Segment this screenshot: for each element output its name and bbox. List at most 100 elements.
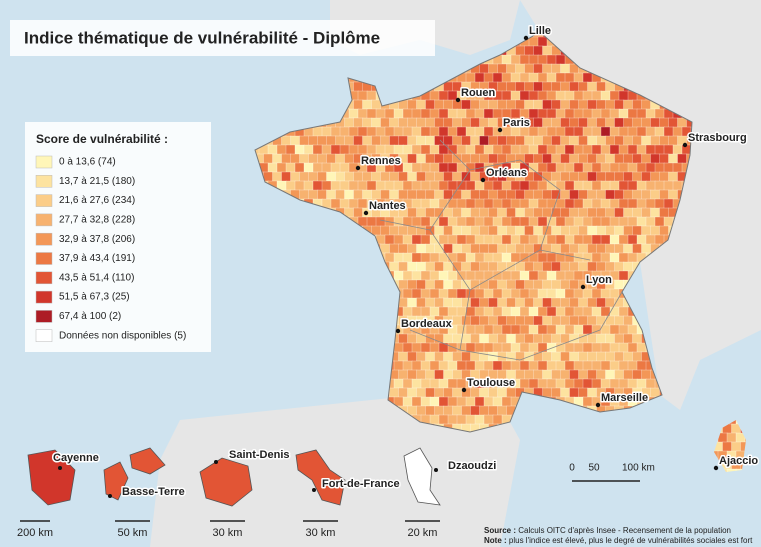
commune-cell (488, 117, 499, 128)
commune-cell (456, 288, 467, 299)
commune-cell (438, 108, 449, 119)
commune-cell (537, 378, 548, 389)
commune-cell (429, 414, 440, 425)
commune-cell (537, 252, 548, 263)
commune-cell (393, 252, 404, 263)
commune-cell (650, 207, 661, 218)
commune-cell (470, 243, 481, 254)
commune-cell (537, 288, 548, 299)
commune-cell (420, 288, 431, 299)
commune-cell (555, 378, 566, 389)
commune-cell (344, 189, 355, 200)
commune-cell (542, 189, 553, 200)
commune-cell (578, 153, 589, 164)
commune-cell (627, 216, 638, 227)
commune-cell (542, 387, 553, 398)
commune-cell (537, 72, 548, 83)
commune-cell (488, 189, 499, 200)
commune-cell (348, 198, 359, 209)
commune-cell (555, 108, 566, 119)
commune-cell (546, 360, 557, 371)
commune-cell (609, 252, 620, 263)
commune-cell (474, 288, 485, 299)
commune-cell (614, 369, 625, 380)
commune-cell (303, 162, 314, 173)
city-dot (461, 387, 467, 393)
commune-cell (420, 306, 431, 317)
legend-label: 13,7 à 21,5 (180) (59, 176, 135, 187)
commune-cell (443, 333, 454, 344)
commune-cell (321, 126, 332, 137)
commune-cell (650, 153, 661, 164)
commune-cell (672, 144, 683, 155)
commune-cell (506, 63, 517, 74)
commune-cell (402, 180, 413, 191)
commune-cell (488, 207, 499, 218)
commune-cell (605, 243, 616, 254)
commune-cell (483, 342, 494, 353)
commune-cell (542, 279, 553, 290)
commune-cell (600, 90, 611, 101)
commune-cell (465, 126, 476, 137)
city-label: Nantes (369, 200, 406, 212)
commune-cell (438, 396, 449, 407)
commune-cell (605, 333, 616, 344)
commune-cell (384, 108, 395, 119)
commune-cell (564, 234, 575, 245)
legend-swatch (35, 310, 53, 323)
commune-cell (614, 351, 625, 362)
commune-cell (312, 126, 323, 137)
commune-cell (321, 144, 332, 155)
commune-cell (600, 234, 611, 245)
commune-cell (587, 387, 598, 398)
legend-label: 51,5 à 67,3 (25) (59, 292, 130, 303)
commune-cell (366, 90, 377, 101)
commune-cell (636, 108, 647, 119)
commune-cell (641, 243, 652, 254)
commune-cell (420, 378, 431, 389)
commune-cell (555, 180, 566, 191)
commune-cell (330, 198, 341, 209)
commune-cell (542, 117, 553, 128)
commune-cell (668, 135, 679, 146)
commune-cell (335, 135, 346, 146)
scale-label: 50 (588, 463, 600, 474)
commune-cell (510, 252, 521, 263)
commune-cell (569, 189, 580, 200)
commune-cell (470, 297, 481, 308)
commune-cell (411, 198, 422, 209)
commune-cell (479, 261, 490, 272)
commune-cell (474, 180, 485, 191)
commune-cell (371, 189, 382, 200)
commune-cell (393, 360, 404, 371)
commune-cell (438, 360, 449, 371)
commune-cell (582, 288, 593, 299)
commune-cell (488, 315, 499, 326)
commune-cell (546, 252, 557, 263)
commune-cell (429, 288, 440, 299)
commune-cell (555, 306, 566, 317)
commune-cell (375, 216, 386, 227)
commune-cell (551, 243, 562, 254)
commune-cell (326, 135, 337, 146)
commune-cell (402, 306, 413, 317)
commune-cell (501, 234, 512, 245)
commune-cell (618, 252, 629, 263)
commune-cell (654, 216, 665, 227)
commune-cell (407, 153, 418, 164)
commune-cell (587, 351, 598, 362)
commune-cell (479, 135, 490, 146)
commune-cell (411, 126, 422, 137)
commune-cell (546, 54, 557, 65)
commune-cell (492, 144, 503, 155)
legend-box (25, 122, 211, 352)
commune-cell (528, 54, 539, 65)
commune-cell (573, 90, 584, 101)
commune-cell (587, 117, 598, 128)
commune-cell (438, 216, 449, 227)
commune-cell (600, 108, 611, 119)
commune-cell (564, 180, 575, 191)
commune-cell (623, 207, 634, 218)
scale-label: 30 km (306, 527, 336, 539)
commune-cell (560, 261, 571, 272)
